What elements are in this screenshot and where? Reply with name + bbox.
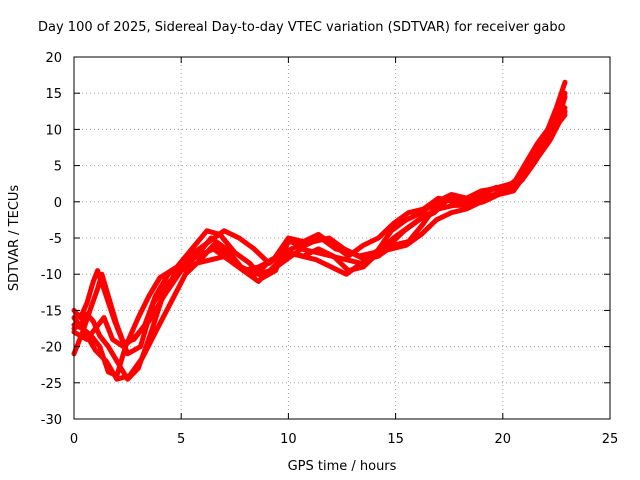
grid <box>74 57 610 419</box>
y-tick-label: 5 <box>54 160 62 175</box>
x-tick-label: 10 <box>280 432 297 447</box>
x-axis-label: GPS time / hours <box>288 459 397 474</box>
y-tick-label: -10 <box>41 268 62 283</box>
y-tick-label: -15 <box>41 304 62 319</box>
x-tick-label: 5 <box>177 432 185 447</box>
series-5 <box>71 112 568 357</box>
y-tick-label: -25 <box>41 377 62 392</box>
x-tick-label: 15 <box>387 432 404 447</box>
y-tick-label: 10 <box>45 123 62 138</box>
axes: 0 5 10 15 20 25 20 15 10 5 0 -5 -10 -15 -20 -25 -30 <box>41 51 619 447</box>
y-tick-label: 15 <box>45 87 62 102</box>
series-6 <box>71 90 568 382</box>
x-tick-label: 25 <box>602 432 619 447</box>
series-1 <box>71 79 568 379</box>
y-tick-label: -5 <box>49 232 62 247</box>
chart-title: Day 100 of 2025, Sidereal Day-to-day VTE… <box>38 20 566 35</box>
series-4 <box>71 105 568 346</box>
data-series <box>71 79 568 382</box>
y-tick-label: 0 <box>54 196 62 211</box>
y-tick-label: 20 <box>45 51 62 66</box>
x-tick-label: 20 <box>495 432 512 447</box>
y-tick-label: -30 <box>41 413 62 428</box>
x-tick-label: 0 <box>70 432 78 447</box>
y-axis-label: SDTVAR / TECUs <box>7 185 22 292</box>
y-tick-label: -20 <box>41 341 62 356</box>
